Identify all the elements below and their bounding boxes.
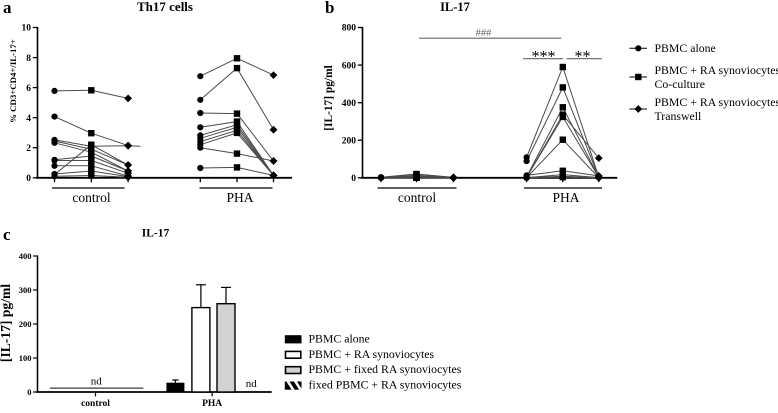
svg-text:300: 300 bbox=[19, 285, 32, 295]
svg-text:0: 0 bbox=[351, 174, 356, 184]
svg-text:nd: nd bbox=[246, 378, 258, 390]
svg-text:**: ** bbox=[575, 49, 591, 66]
svg-text:800: 800 bbox=[342, 24, 357, 34]
svg-text:c: c bbox=[3, 225, 11, 244]
svg-text:600: 600 bbox=[342, 61, 357, 71]
svg-text:***: *** bbox=[532, 49, 556, 66]
svg-text:PHA: PHA bbox=[202, 399, 222, 408]
svg-text:0: 0 bbox=[26, 174, 31, 184]
svg-text:IL-17: IL-17 bbox=[142, 228, 170, 240]
svg-text:[IL-17] pg/ml: [IL-17] pg/ml bbox=[0, 284, 13, 362]
svg-text:400: 400 bbox=[19, 251, 32, 261]
svg-text:control: control bbox=[81, 399, 110, 408]
svg-text:400: 400 bbox=[342, 99, 357, 109]
svg-text:10: 10 bbox=[22, 24, 32, 34]
svg-text:b: b bbox=[325, 0, 334, 17]
svg-text:PBMC alone: PBMC alone bbox=[309, 331, 370, 345]
svg-text:6: 6 bbox=[26, 84, 31, 94]
svg-text:200: 200 bbox=[19, 319, 32, 329]
svg-text:control: control bbox=[398, 190, 436, 205]
svg-text:[IL-17] pg/ml: [IL-17] pg/ml bbox=[323, 65, 335, 131]
svg-text:a: a bbox=[3, 0, 12, 17]
svg-text:PBMC alone: PBMC alone bbox=[655, 41, 716, 55]
svg-text:Th17 cells: Th17 cells bbox=[137, 0, 193, 14]
svg-text:PBMC + RA synoviocytes: PBMC + RA synoviocytes bbox=[655, 63, 778, 77]
svg-text:IL-17: IL-17 bbox=[440, 0, 470, 14]
svg-text:2: 2 bbox=[26, 144, 31, 154]
svg-text:100: 100 bbox=[19, 353, 32, 363]
svg-text:200: 200 bbox=[342, 136, 357, 146]
svg-text:PHA: PHA bbox=[226, 190, 253, 205]
svg-text:Transwell: Transwell bbox=[655, 109, 702, 123]
svg-text:8: 8 bbox=[26, 54, 31, 64]
svg-text:control: control bbox=[72, 190, 110, 205]
svg-text:fixed PBMC + RA synoviocytes: fixed PBMC + RA synoviocytes bbox=[309, 378, 462, 392]
svg-text:% CD3+CD4+/IL-17+: % CD3+CD4+/IL-17+ bbox=[8, 39, 18, 123]
svg-text:PBMC + RA synoviocytes: PBMC + RA synoviocytes bbox=[309, 347, 435, 361]
svg-text:Co-culture: Co-culture bbox=[655, 77, 705, 91]
svg-text:PBMC + fixed RA synoviocytes: PBMC + fixed RA synoviocytes bbox=[309, 362, 462, 376]
svg-text:PBMC + RA synoviocytes: PBMC + RA synoviocytes bbox=[655, 95, 778, 109]
svg-text:nd: nd bbox=[91, 376, 103, 388]
svg-text:0: 0 bbox=[27, 387, 31, 397]
svg-text:PHA: PHA bbox=[552, 190, 579, 205]
svg-text:4: 4 bbox=[26, 114, 31, 124]
svg-text:###: ### bbox=[476, 28, 493, 39]
